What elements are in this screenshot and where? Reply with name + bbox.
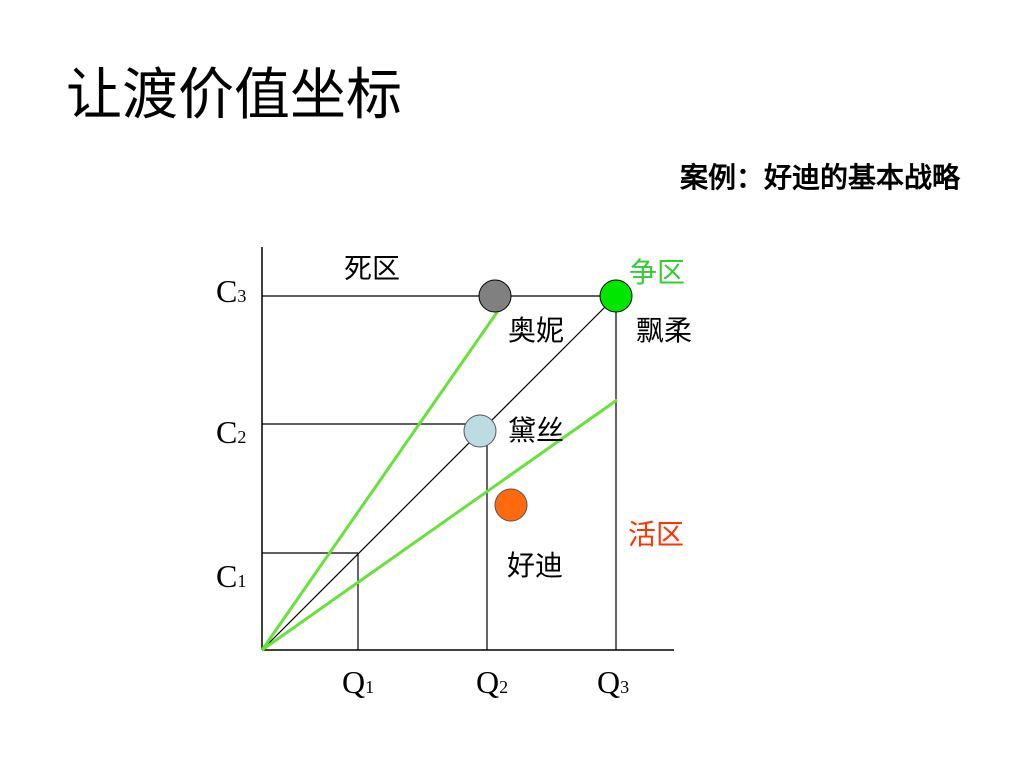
q3-label: Q3 [597, 664, 629, 700]
daisi-marker [463, 414, 497, 448]
lower-boundary-line [261, 398, 618, 652]
piaorou-label: 飘柔 [636, 314, 692, 347]
haodi-label: 好迪 [507, 549, 563, 582]
haodi-marker [494, 488, 528, 522]
c3-label: C3 [216, 273, 246, 309]
value-diagonal-line [261, 295, 617, 651]
upper-boundary-line [260, 307, 502, 651]
piaorou-marker [599, 279, 633, 313]
aoni-label: 奥妮 [508, 314, 564, 347]
c2-label: C2 [216, 414, 246, 450]
live-zone-label: 活区 [628, 518, 684, 551]
contest-zone-label: 争区 [629, 256, 685, 289]
q1-label: Q1 [342, 664, 374, 700]
case-subtitle: 案例：好迪的基本战略 [679, 161, 960, 194]
daisi-label: 黛丝 [508, 414, 564, 447]
aoni-marker [478, 279, 512, 313]
c1-label: C1 [216, 558, 246, 594]
dead-zone-label: 死区 [344, 252, 400, 285]
q2-label: Q2 [476, 664, 508, 700]
page-title: 让渡价值坐标 [66, 63, 402, 128]
